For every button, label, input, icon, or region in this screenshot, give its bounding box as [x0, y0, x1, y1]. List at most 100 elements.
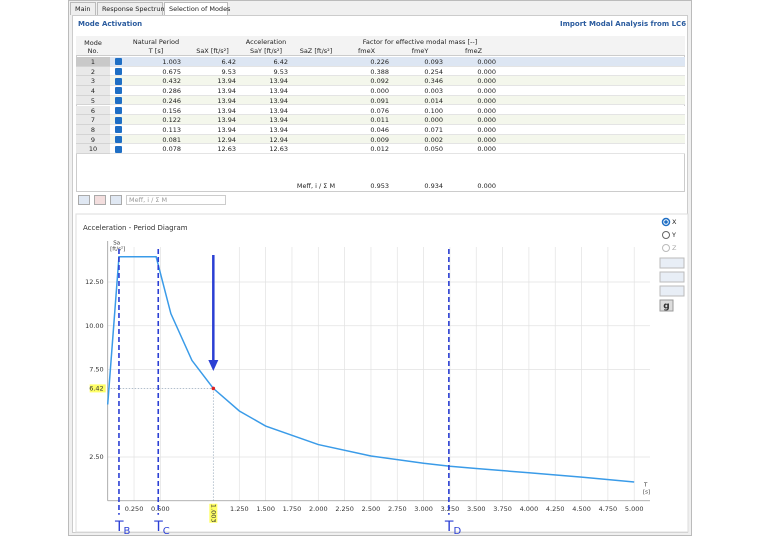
x-tick-label: 4.500: [572, 505, 591, 513]
period-symbol: T: [114, 519, 124, 535]
highlight-y-label: 6.42: [89, 384, 103, 392]
group-header: Natural Period: [132, 38, 180, 46]
column-header: SaX [ft/s²]: [196, 47, 229, 55]
cell: 9: [90, 135, 96, 144]
period-label: TC: [153, 519, 170, 536]
x-tick-label: 3.500: [467, 505, 486, 513]
summary-cell: 0.000: [477, 182, 496, 190]
cell: 0.000: [477, 67, 496, 76]
toolbar-button[interactable]: [94, 195, 106, 205]
cell: 12.94: [217, 135, 236, 144]
chart-title: Acceleration - Period Diagram: [83, 224, 188, 232]
import-link[interactable]: Import Modal Analysis from LC6: [560, 20, 687, 28]
checkbox[interactable]: [115, 126, 122, 134]
cell: 0.346: [424, 77, 443, 86]
dropdown[interactable]: Meff, i / Σ M: [126, 195, 226, 205]
row-bg: [110, 115, 685, 125]
row-header-bg: [76, 134, 110, 145]
tab[interactable]: Main: [70, 2, 96, 15]
checkbox[interactable]: [115, 87, 122, 95]
period-subscript: C: [163, 526, 170, 536]
cell: 0.009: [370, 135, 389, 144]
spectrum-line: [106, 256, 635, 483]
row-header-bg: [76, 124, 110, 135]
summary-cell: 0.934: [424, 182, 443, 190]
row-header-bg: [76, 57, 110, 67]
cell: 0.071: [424, 125, 443, 134]
cell: 0.432: [162, 77, 181, 86]
cell: 7: [90, 116, 96, 125]
cell: 6.42: [273, 58, 288, 66]
cell: 12.94: [269, 135, 288, 144]
y-axis-unit: [ft/s²]: [110, 246, 125, 253]
checkbox[interactable]: [115, 77, 122, 85]
cell: 0.000: [477, 87, 496, 96]
column-header: SaY [ft/s²]: [249, 47, 283, 55]
row-bg: [110, 86, 685, 96]
cell: 13.94: [217, 116, 236, 125]
x-tick-label: 0.500: [151, 505, 170, 513]
cell: 0.050: [424, 145, 443, 154]
column-header: fmeZ: [464, 47, 483, 55]
x-tick-label: 1.250: [230, 505, 249, 513]
cell: 12.63: [217, 145, 236, 154]
cell: 0.002: [424, 135, 443, 144]
group-header: Acceleration: [245, 38, 287, 46]
checkbox[interactable]: [115, 145, 122, 153]
checkbox[interactable]: [115, 106, 122, 114]
toolbar-button[interactable]: [110, 195, 122, 205]
column-header: Mode No.: [84, 39, 102, 55]
cell: 0.012: [370, 145, 389, 154]
x-tick-label: 1.500: [256, 505, 275, 513]
cell: 9.53: [273, 67, 288, 76]
column-header: fmeY: [411, 47, 429, 55]
cell: 0.000: [424, 116, 443, 125]
toolbar-button[interactable]: [78, 195, 90, 205]
section-title: Mode Activation: [78, 20, 143, 28]
cell: 0.000: [477, 116, 496, 125]
cell: 0.388: [370, 67, 389, 76]
cell: 5: [90, 96, 96, 105]
header-bg: [76, 36, 685, 56]
x-axis-label: T: [643, 482, 648, 488]
cell: 0.000: [477, 145, 496, 154]
column-header: T [s]: [148, 47, 164, 55]
highlight-bg: [209, 503, 218, 523]
row-header-bg: [76, 86, 110, 96]
x-tick-label: 2.500: [362, 505, 381, 513]
cell: 8: [90, 125, 96, 134]
x-tick-label: 3.250: [441, 505, 460, 513]
cell: 0.000: [477, 135, 496, 144]
checkbox[interactable]: [115, 68, 122, 75]
chart-panel: [75, 213, 689, 533]
x-tick-label: 0.250: [125, 505, 144, 513]
period-subscript: D: [453, 526, 461, 536]
cell: 13.94: [269, 106, 288, 115]
g-button[interactable]: [659, 299, 674, 312]
tab[interactable]: Response Spectrum: [97, 2, 167, 15]
cell: 10: [88, 145, 98, 154]
radio-x[interactable]: [661, 217, 671, 227]
cell: 1: [90, 58, 96, 66]
tab[interactable]: Selection of Modes: [164, 2, 230, 15]
radio-label: Z: [672, 244, 677, 252]
checkbox[interactable]: [115, 97, 122, 105]
checkbox[interactable]: [115, 116, 122, 124]
row-header-bg: [76, 66, 110, 77]
radio-y[interactable]: [662, 231, 670, 239]
x-axis-unit: [s]: [643, 489, 650, 495]
y-tick-label: 2.50: [89, 453, 103, 461]
checkbox[interactable]: [115, 58, 122, 66]
summary-cell: 0.953: [370, 182, 389, 190]
icon-button[interactable]: [659, 257, 685, 269]
g-button-label: g: [663, 302, 669, 312]
x-tick-label: 5.000: [625, 505, 644, 513]
icon-button[interactable]: [659, 285, 685, 297]
icon-button[interactable]: [659, 271, 685, 283]
checkbox[interactable]: [115, 135, 122, 143]
cell: 13.94: [269, 96, 288, 105]
x-tick-label: 3.750: [493, 505, 512, 513]
cell: 13.94: [217, 106, 236, 115]
